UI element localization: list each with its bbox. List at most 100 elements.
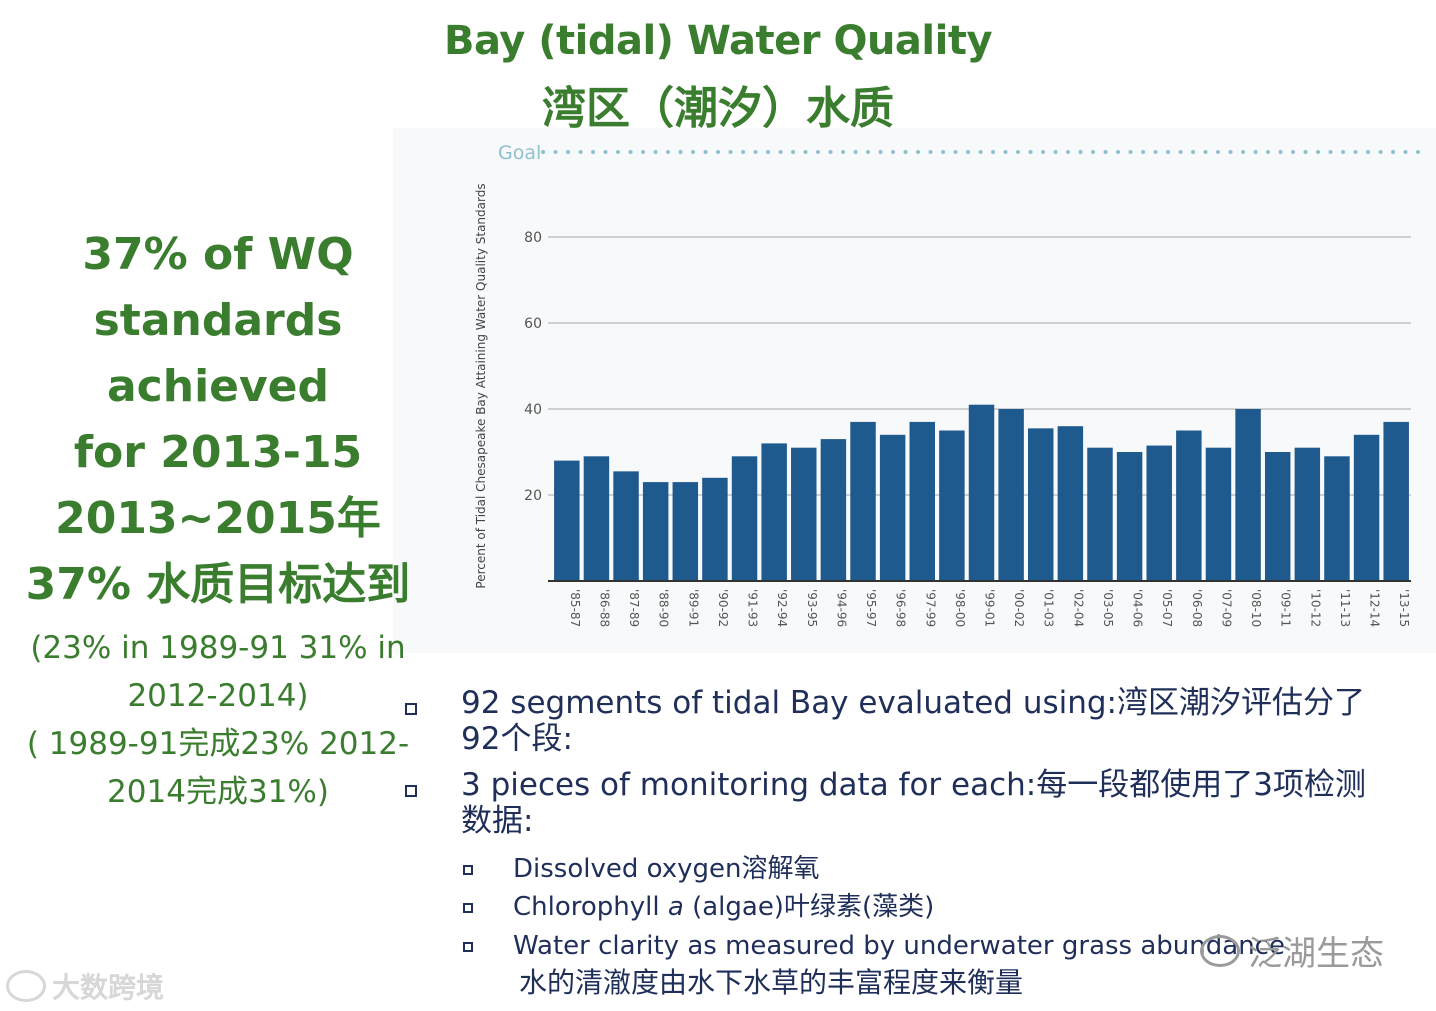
checkbox-bullet-icon (463, 865, 473, 875)
x-tick-label: '88-90 (657, 589, 671, 627)
y-tick-label: 80 (524, 230, 542, 246)
x-tick-label: '90-92 (716, 589, 730, 627)
note-line: 2014完成31%) (107, 774, 329, 810)
wechat-icon (1200, 934, 1240, 967)
bar (761, 443, 787, 581)
bar (642, 482, 669, 581)
x-tick-label: '98-00 (953, 589, 967, 627)
bullet-text: 3 pieces of monitoring data for each:每一段… (461, 767, 1366, 839)
x-tick-label: '03-05 (1101, 589, 1115, 627)
bar (1353, 434, 1380, 581)
x-tick-label: '05-07 (1160, 589, 1174, 627)
x-tick-label: '94-96 (834, 589, 848, 627)
bar (1294, 447, 1321, 581)
bar (1176, 430, 1202, 581)
bar (1087, 447, 1113, 581)
sub-bullet-text-pre: Chlorophyll (513, 892, 668, 922)
bar (909, 421, 935, 581)
checkbox-bullet-icon (405, 703, 417, 715)
goal-label: Goal (498, 142, 541, 164)
x-tick-label: '96-98 (894, 589, 908, 627)
x-tick-label: '02-04 (1071, 589, 1085, 627)
sub-bullet-text-italic: a (667, 892, 684, 922)
bar (672, 482, 699, 581)
watermark-left-text: 大数跨境 (52, 971, 165, 1004)
x-tick-label: '92-94 (775, 589, 789, 627)
headline-line: 2013~2015年 (55, 493, 381, 544)
y-axis-label: Percent of Tidal Chesapeake Bay Attainin… (474, 183, 488, 588)
headline-stat: 37% of WQ standards achieved for 2013-15… (8, 222, 428, 618)
sub-bullet-text: Dissolved oxygen溶解氧 (513, 854, 820, 884)
x-tick-label: '97-99 (923, 589, 937, 627)
x-tick-label: '07-09 (1219, 589, 1233, 627)
x-tick-label: '91-93 (746, 589, 760, 627)
sub-bullet-text: 水的清澈度由水下水草的丰富程度来衡量 (519, 966, 1024, 999)
watermark-right-text: 泛湖生态 (1248, 934, 1384, 974)
bar (1057, 426, 1084, 581)
x-tick-label: '12-14 (1368, 589, 1382, 627)
x-tick-label: '09-11 (1279, 589, 1293, 627)
bar (879, 434, 906, 581)
bar (850, 421, 876, 581)
bar (702, 477, 728, 581)
bar (1383, 421, 1409, 581)
bar (998, 409, 1024, 581)
bar (791, 447, 817, 581)
bar (1324, 456, 1350, 581)
x-tick-label: '89-91 (686, 589, 700, 627)
slide-title-cn: 湾区（潮汐）水质 (542, 83, 894, 134)
watermark-left: 大数跨境 (6, 966, 164, 1006)
x-tick-label: '08-10 (1249, 589, 1263, 627)
bar (1028, 428, 1054, 581)
sub-bullet-text-post: (algae)叶绿素(藻类) (683, 892, 935, 922)
y-tick-label: 40 (524, 402, 542, 418)
x-tick-label: '06-08 (1190, 589, 1204, 627)
x-tick-label: '95-97 (864, 589, 878, 627)
checkbox-bullet-icon (463, 942, 473, 952)
bar (939, 430, 965, 581)
bar (968, 404, 995, 581)
headline-line: 37% of WQ (82, 229, 354, 280)
x-tick-label: '87-89 (627, 589, 641, 627)
bar (731, 456, 758, 581)
headline-line: for 2013-15 (73, 427, 363, 478)
headline-line: achieved (106, 361, 330, 412)
note-line: (23% in 1989-91 31% in (30, 630, 406, 666)
watermark-right: 泛湖生态 (1200, 926, 1384, 975)
checkbox-bullet-icon (463, 903, 473, 913)
bar (1235, 409, 1261, 581)
bar (583, 456, 610, 581)
x-tick-label: '00-02 (1012, 589, 1026, 627)
x-tick-label: '04-06 (1131, 589, 1145, 627)
x-tick-label: '99-01 (983, 589, 997, 627)
headline-line: standards (93, 295, 343, 346)
x-tick-label: '01-03 (1042, 589, 1056, 627)
bar (1116, 452, 1143, 581)
y-tick-label: 20 (524, 488, 542, 504)
bar (554, 460, 580, 581)
x-tick-label: '85-87 (568, 589, 582, 627)
note-line: 2012-2014) (127, 678, 309, 714)
bullet-text: 92 segments of tidal Bay evaluated using… (461, 685, 1365, 757)
note-line: ( 1989-91完成23% 2012- (26, 726, 410, 762)
y-tick-label: 60 (524, 316, 542, 332)
headline-line: 37% 水质目标达到 (25, 559, 411, 610)
bar (613, 471, 639, 581)
bar (1205, 447, 1232, 581)
chart-panel: 20 40 60 80 Goal Percent of Tidal Chesapeake … (393, 128, 1436, 653)
x-tick-label: '11-13 (1338, 589, 1352, 627)
x-tick-label: '93-95 (805, 589, 819, 627)
bar (820, 439, 847, 581)
bar (1264, 452, 1291, 581)
sub-bullet-text: Water clarity as measured by underwater … (513, 931, 1285, 961)
logo-icon (6, 970, 46, 1002)
checkbox-bullet-icon (405, 785, 417, 797)
slide-title-en: Bay (tidal) Water Quality (443, 18, 993, 64)
comparison-note: (23% in 1989-91 31% in 2012-2014) ( 1989… (8, 624, 428, 816)
x-tick-label: '86-88 (597, 589, 611, 627)
water-quality-bar-chart: 20 40 60 80 Goal Percent of Tidal Chesapeake … (474, 142, 1425, 627)
sub-bullet-text: Chlorophyll a (algae)叶绿素(藻类) (513, 889, 1373, 925)
x-tick-label: '13-15 (1397, 589, 1411, 627)
x-tick-label: '10-12 (1308, 589, 1322, 627)
bar (1146, 445, 1172, 581)
